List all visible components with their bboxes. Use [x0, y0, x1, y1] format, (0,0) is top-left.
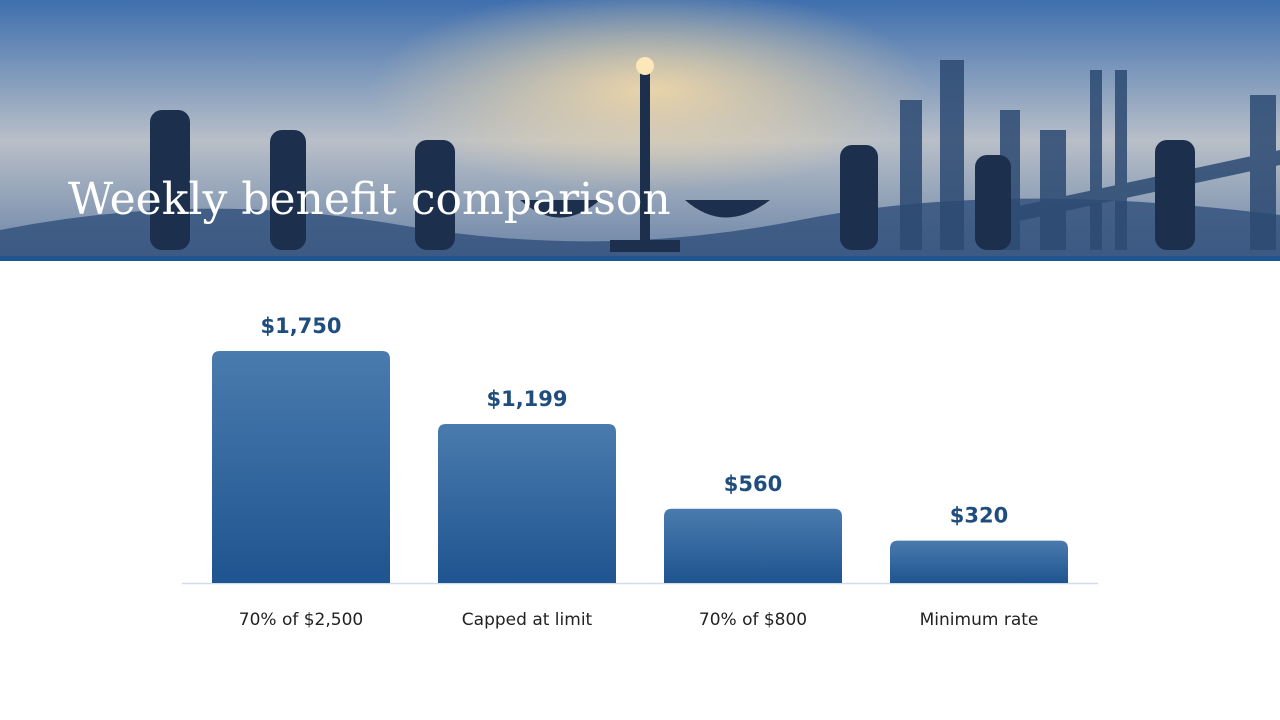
value-label: $1,199 — [486, 387, 567, 411]
chart-title: Weekly benefit comparison — [68, 174, 671, 225]
value-label: $560 — [724, 472, 782, 496]
banner: Weekly benefit comparison — [0, 0, 1280, 261]
category-label: Minimum rate — [920, 610, 1039, 630]
bar — [890, 540, 1068, 583]
bar — [212, 351, 390, 583]
bar — [664, 508, 842, 583]
bar — [438, 424, 616, 583]
category-label: 70% of $800 — [699, 610, 807, 630]
category-label: 70% of $2,500 — [239, 610, 363, 630]
category-label: Capped at limit — [462, 610, 593, 630]
value-label: $320 — [950, 504, 1008, 528]
value-label: $1,750 — [260, 314, 341, 338]
